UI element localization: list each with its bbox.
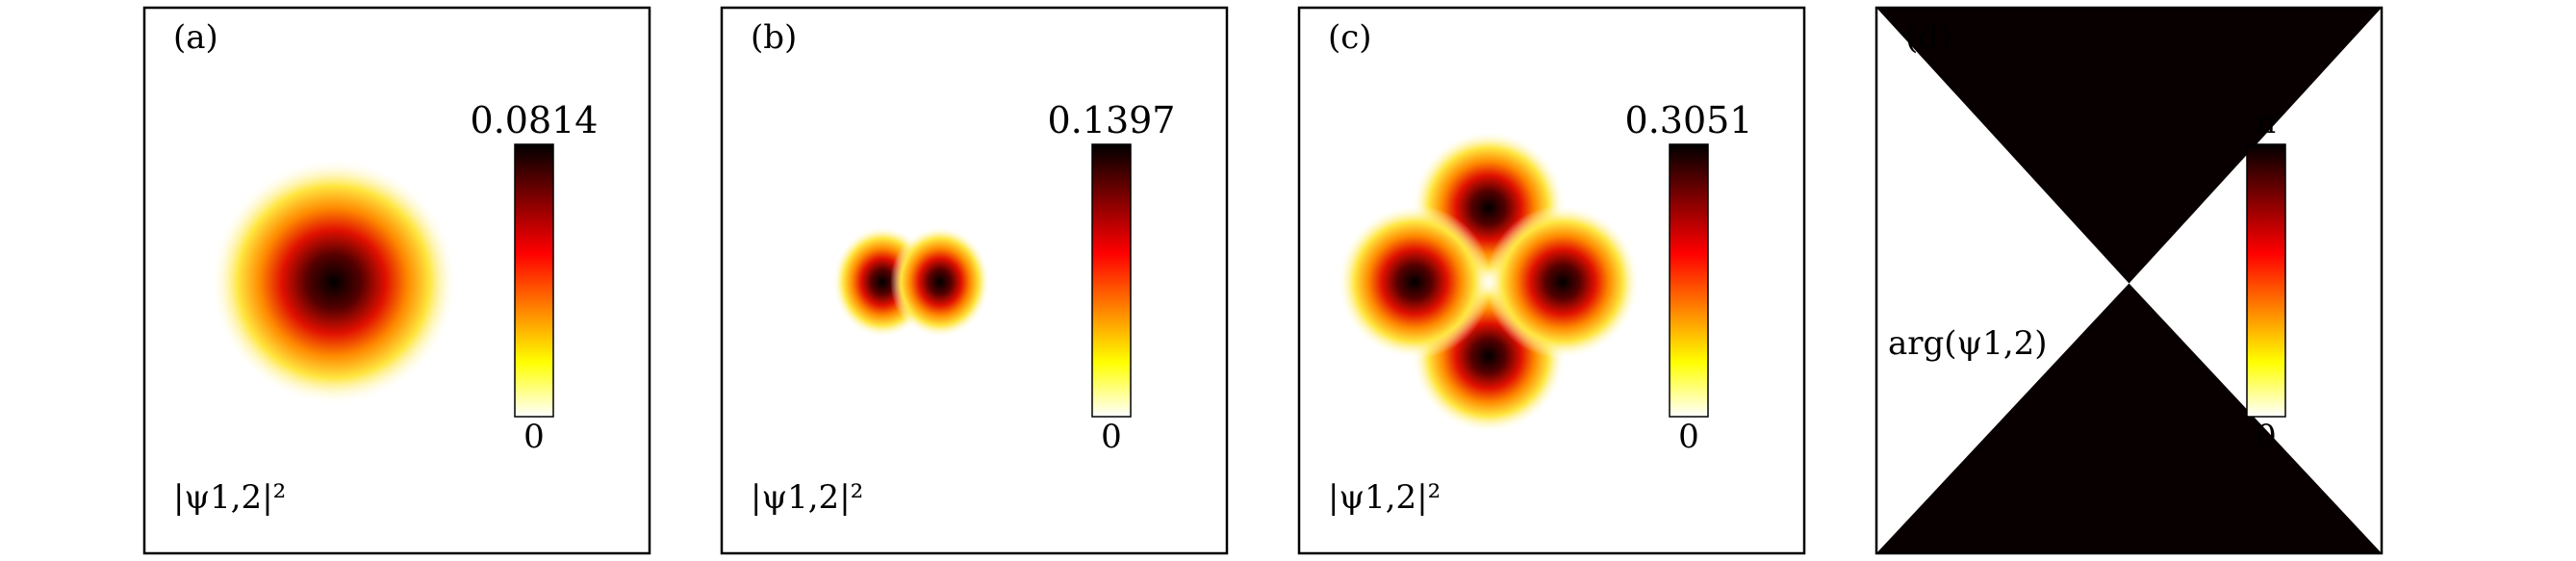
colorbar-max-label: 0.0814 — [471, 99, 599, 141]
panel-label: (b) — [751, 18, 797, 57]
colorbar-max-label: π — [2256, 104, 2276, 140]
density-lobe — [1486, 205, 1640, 359]
colorbar-max-label: 0.3051 — [1625, 99, 1753, 141]
quantity-label: |ψ1,2|² — [1328, 478, 1441, 517]
colorbar — [514, 143, 554, 418]
colorbar-min-label: 0 — [1101, 418, 1122, 456]
density-lobe — [1338, 205, 1492, 359]
panel-frame — [1875, 6, 2384, 555]
colorbar-min-label: 0 — [523, 418, 545, 456]
panel-label: (d) — [1905, 18, 1951, 57]
quantity-label: arg(ψ1,2) — [1888, 324, 2048, 363]
phase-sector-bottom — [1876, 283, 2382, 553]
panel-a: (a) 0.0814 0 |ψ1,2|² — [142, 6, 651, 555]
panel-frame — [142, 6, 651, 555]
panel-label: (a) — [173, 18, 218, 57]
quantity-label: |ψ1,2|² — [173, 478, 286, 517]
phase-sector-top — [1876, 8, 2382, 284]
colorbar-max-label: 0.1397 — [1048, 99, 1176, 141]
colorbar-min-label: 0 — [1678, 418, 1699, 456]
panel-c: (c) 0.3051 0 |ψ1,2|² — [1297, 6, 1806, 555]
colorbar-min-label: 0 — [2256, 418, 2277, 456]
quantity-label: |ψ1,2|² — [751, 478, 863, 517]
panel-frame — [1297, 6, 1806, 555]
colorbar — [2246, 143, 2286, 418]
panel-b: (b) 0.1397 0 |ψ1,2|² — [720, 6, 1229, 555]
panel-frame — [720, 6, 1229, 555]
density-lobe — [211, 159, 457, 405]
colorbar — [1669, 143, 1709, 418]
panel-label: (c) — [1328, 18, 1372, 57]
density-lobe — [890, 226, 990, 338]
panel-d: (d) π 0 arg(ψ1,2) — [1875, 6, 2384, 555]
colorbar — [1091, 143, 1132, 418]
